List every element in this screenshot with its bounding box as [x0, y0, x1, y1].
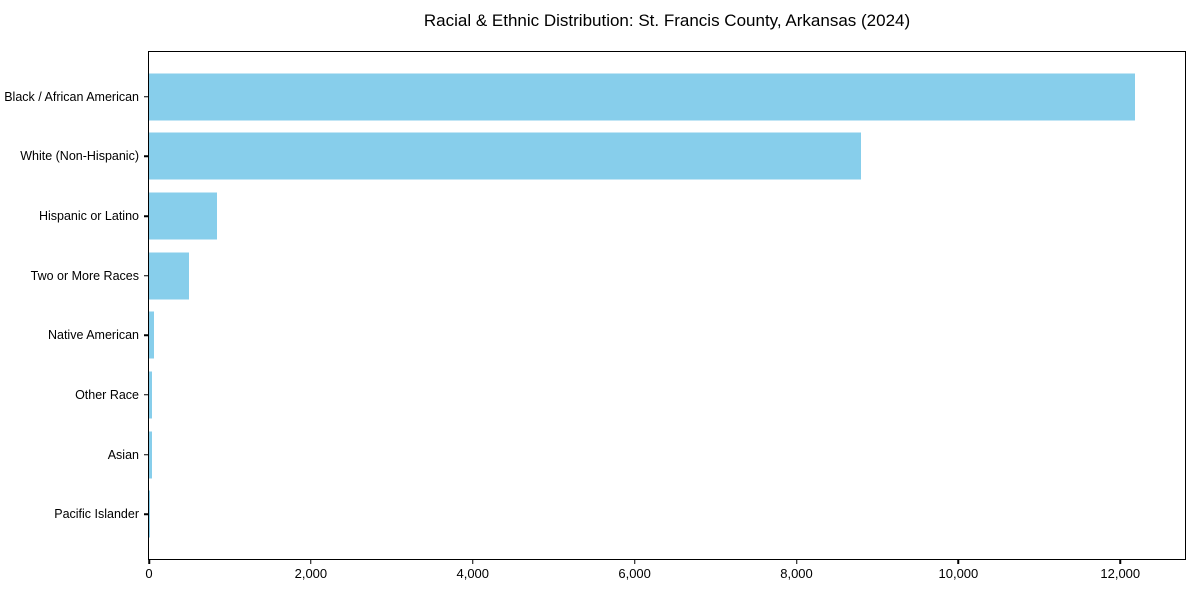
- x-tick-label: 8,000: [780, 566, 813, 581]
- y-axis-label-white-non-hispanic: White (Non-Hispanic): [20, 149, 139, 164]
- chart-title: Racial & Ethnic Distribution: St. Franci…: [423, 11, 911, 30]
- y-axis-label-two-or-more-races: Two or More Races: [30, 268, 139, 283]
- bar-row-other-race: Other Race: [75, 365, 1185, 425]
- y-tick-mark: [144, 334, 149, 337]
- x-tick-mark: [957, 559, 960, 564]
- x-tick-label: 4,000: [456, 566, 490, 581]
- bar-row-pacific-islander: Pacific Islander: [54, 484, 1185, 544]
- x-tick-label: 6,000: [618, 566, 651, 581]
- y-tick-mark: [144, 513, 149, 515]
- y-axis-label-other-race: Other Race: [75, 387, 139, 402]
- bar-row-asian: Asian: [108, 425, 1185, 485]
- plot-area: Black / African American White (Non-Hispa…: [4, 51, 1186, 581]
- bar-native-american: [149, 311, 155, 359]
- y-tick-mark: [144, 453, 149, 456]
- x-tick-label: 2,000: [294, 566, 328, 581]
- y-axis-label-native-american: Native American: [47, 328, 139, 343]
- bar-row-hispanic-or-latino: Hispanic or Latino: [39, 186, 1185, 246]
- x-tick-label: 0: [145, 566, 153, 581]
- bar-row-white-non-hispanic: White (Non-Hispanic): [20, 127, 1185, 187]
- bar-white-non-hispanic: [149, 132, 862, 180]
- bar-row-native-american: Native American: [48, 306, 1185, 366]
- x-tick-label: 12,000: [1100, 566, 1141, 581]
- y-tick-mark: [144, 96, 149, 98]
- y-tick-mark: [144, 394, 149, 396]
- bar-row-two-or-more-races: Two or More Races: [31, 246, 1185, 306]
- x-tick-mark: [633, 559, 636, 564]
- x-tick-label: 10,000: [938, 566, 979, 581]
- bar-row-black-african-american: Black / African American: [4, 67, 1185, 127]
- x-tick-mark: [1119, 559, 1121, 564]
- x-tick-mark: [310, 559, 312, 564]
- y-tick-mark: [144, 274, 149, 277]
- bar-other-race: [149, 371, 153, 419]
- bar-rows-container: Black / African American White (Non-Hispa…: [4, 52, 1185, 559]
- bar-two-or-more-races: [149, 252, 189, 300]
- y-axis-label-hispanic-or-latino: Hispanic or Latino: [38, 209, 139, 224]
- bar-black-african-american: [149, 73, 1135, 121]
- x-tick-mark: [795, 559, 798, 564]
- bar-asian: [149, 431, 153, 479]
- y-axis-label-asian: Asian: [107, 447, 139, 462]
- y-axis-label-pacific-islander: Pacific Islander: [54, 507, 139, 522]
- y-tick-mark: [144, 215, 149, 217]
- x-tick-mark: [472, 559, 474, 564]
- y-tick-mark: [144, 155, 149, 158]
- y-axis-label-black-african-american: Black / African American: [4, 89, 139, 104]
- x-tick-mark: [148, 559, 150, 564]
- bar-hispanic-or-latino: [149, 192, 217, 240]
